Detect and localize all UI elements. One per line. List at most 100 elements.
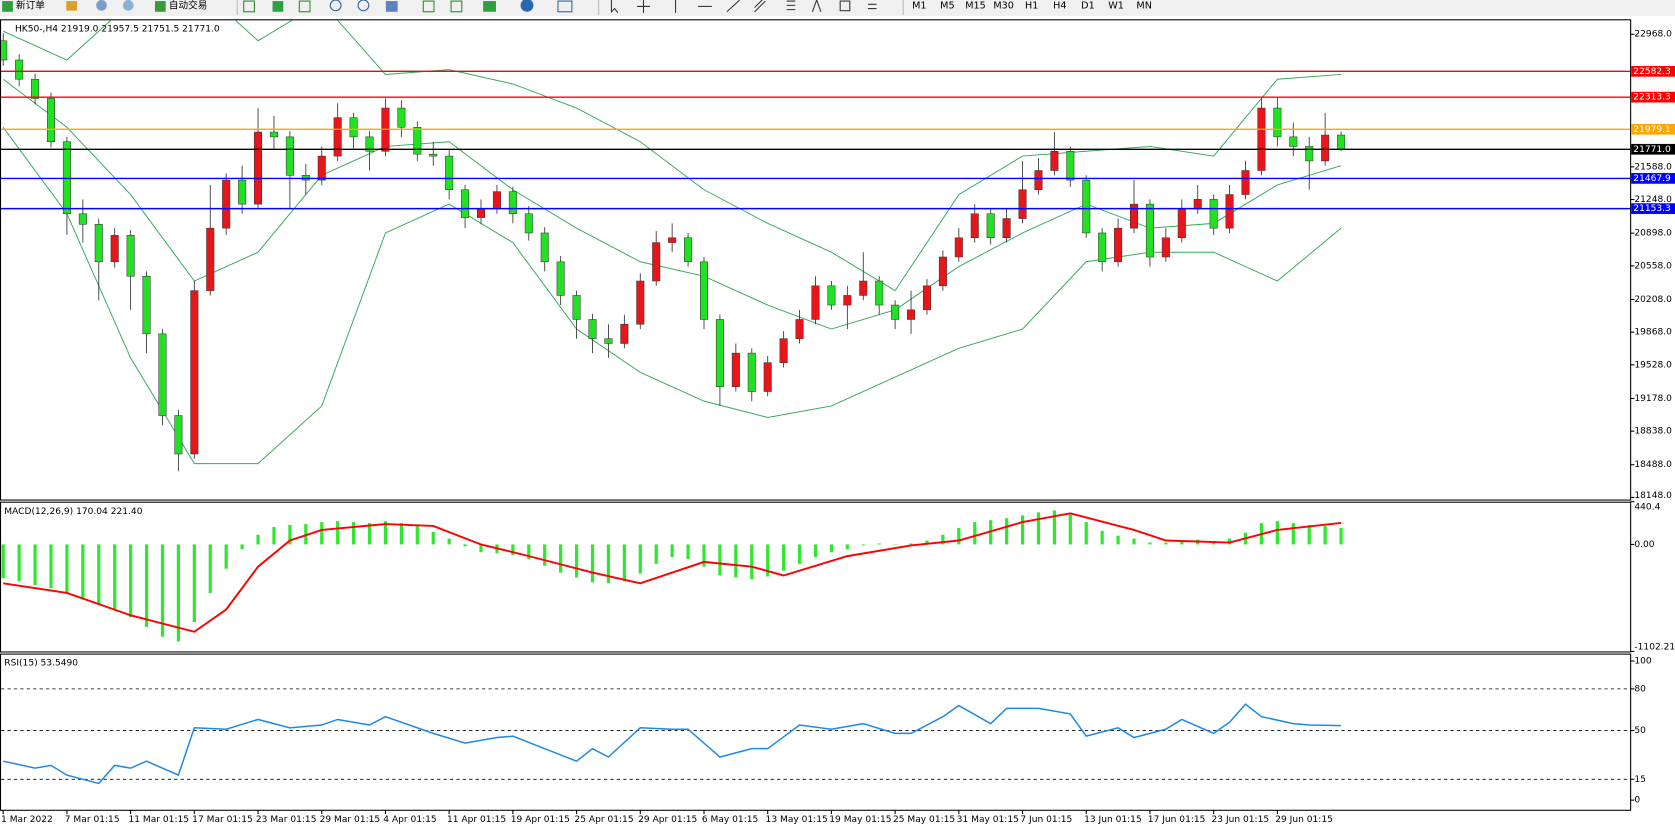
x-tick-label: 31 May 01:15 [957, 815, 1019, 825]
timeframe-button[interactable]: MN [1136, 0, 1151, 11]
histogram-bar [49, 544, 53, 589]
y-tick-label: 19868.0 [1634, 328, 1672, 338]
timeframe-button[interactable]: H1 [1025, 0, 1038, 11]
cursor-tool[interactable] [610, 0, 619, 14]
candle-body [1289, 136, 1298, 147]
new-order-icon[interactable] [2, 1, 13, 12]
histogram-bar [622, 544, 626, 582]
y-tick-label: 15 [1634, 775, 1646, 785]
histogram-bar [957, 527, 961, 545]
histogram-bar [208, 544, 212, 593]
timeframe-button[interactable]: M1 [912, 0, 926, 11]
candle-body [604, 338, 613, 344]
candle-body [588, 319, 597, 339]
candle-body [1130, 203, 1139, 229]
channel-tool[interactable] [754, 0, 766, 13]
periods[interactable] [520, 0, 534, 12]
histogram-bar [734, 544, 738, 578]
histogram-bar [240, 544, 244, 550]
timeframe-button[interactable]: M15 [965, 0, 986, 11]
histogram-bar [415, 525, 419, 545]
x-tick-label: 29 Jun 01:15 [1275, 815, 1333, 825]
plot-area [1, 688, 1631, 785]
x-tick-label: 19 Apr 01:15 [511, 815, 570, 825]
x-tick-label: 11 Apr 01:15 [447, 815, 506, 825]
candle-body [779, 338, 788, 363]
candle-body [269, 131, 278, 138]
candle-body [31, 78, 40, 99]
histogram-bar [813, 544, 818, 558]
crosshair-tool[interactable] [637, 0, 650, 13]
candle-body [1225, 194, 1234, 229]
toolbar-icon[interactable] [298, 0, 311, 13]
timeframe-button[interactable]: H4 [1053, 0, 1066, 11]
x-tick-label: 23 Jun 01:15 [1212, 815, 1270, 825]
signal-line [3, 512, 1342, 633]
candle-body [795, 319, 804, 339]
toolbar-icon[interactable] [66, 1, 77, 11]
histogram-bar [702, 544, 706, 567]
y-tick-label: 21248.0 [1634, 195, 1672, 205]
candle-body [126, 235, 135, 277]
x-tick-label: 11 Mar 01:15 [128, 815, 189, 825]
templates[interactable] [557, 0, 573, 13]
panel-title: MACD(12,26,9) 170.04 221.40 [4, 507, 142, 517]
toolbar-icon[interactable] [422, 0, 435, 13]
timeframe-button[interactable]: W1 [1108, 0, 1124, 11]
candle-body [429, 153, 438, 157]
auto-trade-button[interactable]: 自动交易 [169, 0, 207, 11]
auto-trade-icon[interactable] [154, 1, 166, 12]
candle-body [445, 155, 454, 190]
toolbar-icon[interactable] [96, 0, 107, 11]
y-tick-label: 20898.0 [1634, 229, 1672, 239]
histogram-bar [1116, 535, 1120, 545]
histogram-bar [590, 544, 595, 583]
candle-body [254, 131, 263, 205]
candle-body [1209, 199, 1218, 229]
histogram-bar [750, 544, 754, 580]
candle-body [1098, 232, 1107, 263]
toolbar-icon[interactable] [122, 0, 134, 11]
y-tick-label: 18148.0 [1634, 491, 1672, 501]
timeframe-button[interactable]: D1 [1081, 0, 1095, 11]
text-tool[interactable] [811, 0, 822, 12]
toolbar-bg [0, 0, 1675, 17]
candle-body [763, 362, 772, 392]
new-order-button[interactable]: 新订单 [16, 0, 45, 11]
fibo-tool[interactable] [786, 0, 796, 11]
candle-body [843, 295, 852, 306]
arrows-tool[interactable] [867, 3, 877, 10]
toolbar-icon[interactable] [272, 1, 284, 12]
candle-body [190, 290, 199, 455]
candle-body [110, 235, 119, 263]
price-level-label: 21153.3 [1633, 204, 1671, 214]
histogram-bar [224, 544, 228, 569]
histogram-bar [1275, 521, 1279, 545]
candle-body [1337, 134, 1346, 150]
price-level-tag [1631, 65, 1675, 77]
timeframe-button[interactable]: M5 [940, 0, 954, 11]
label-tool[interactable] [839, 0, 851, 12]
histogram-bar [670, 544, 674, 558]
toolbar-icon[interactable] [243, 0, 255, 13]
price-level-label: 22582.3 [1633, 67, 1671, 77]
x-tick-label: 23 Mar 01:15 [256, 815, 317, 825]
candle-body [397, 107, 406, 128]
trendline-tool[interactable] [726, 0, 741, 13]
candle-body [636, 280, 645, 325]
timeframe-button[interactable]: M30 [993, 0, 1014, 11]
toolbar-icon[interactable] [450, 0, 463, 13]
histogram-bar [654, 544, 658, 564]
x-tick-label: 4 Apr 01:15 [383, 815, 436, 825]
zoom-in[interactable] [329, 0, 342, 12]
tile-windows[interactable] [385, 1, 398, 12]
x-tick-label: 1 Mar 2022 [1, 815, 53, 825]
histogram-bar [399, 523, 403, 545]
indicators[interactable] [483, 1, 496, 12]
x-tick-label: 7 Mar 01:15 [65, 815, 120, 825]
candle-body [174, 415, 183, 455]
price-level-tag [1631, 143, 1675, 155]
zoom-out[interactable] [357, 0, 370, 12]
candle-body [142, 275, 151, 335]
histogram-bar [463, 544, 467, 547]
